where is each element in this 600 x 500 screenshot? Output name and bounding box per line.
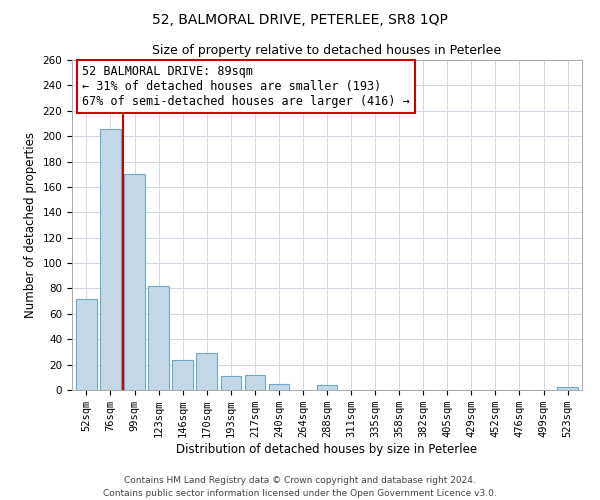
Bar: [124, 174, 145, 390]
Bar: [221, 376, 241, 390]
Bar: [148, 286, 169, 390]
Bar: [317, 385, 337, 390]
Title: Size of property relative to detached houses in Peterlee: Size of property relative to detached ho…: [152, 44, 502, 58]
Bar: [557, 388, 578, 390]
Bar: [172, 360, 193, 390]
Bar: [100, 128, 121, 390]
Bar: [196, 353, 217, 390]
Text: Contains HM Land Registry data © Crown copyright and database right 2024.
Contai: Contains HM Land Registry data © Crown c…: [103, 476, 497, 498]
Bar: [245, 375, 265, 390]
Text: 52 BALMORAL DRIVE: 89sqm
← 31% of detached houses are smaller (193)
67% of semi-: 52 BALMORAL DRIVE: 89sqm ← 31% of detach…: [82, 65, 410, 108]
Bar: [76, 298, 97, 390]
Y-axis label: Number of detached properties: Number of detached properties: [24, 132, 37, 318]
X-axis label: Distribution of detached houses by size in Peterlee: Distribution of detached houses by size …: [176, 443, 478, 456]
Bar: [269, 384, 289, 390]
Text: 52, BALMORAL DRIVE, PETERLEE, SR8 1QP: 52, BALMORAL DRIVE, PETERLEE, SR8 1QP: [152, 12, 448, 26]
